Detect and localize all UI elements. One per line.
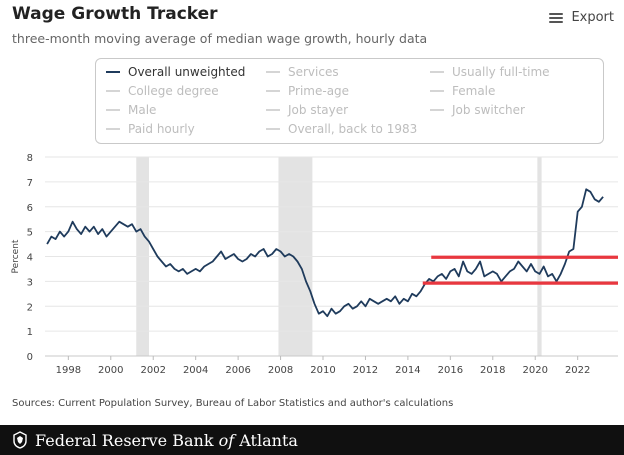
- y-tick-label: 6: [27, 203, 33, 214]
- legend-swatch: [430, 109, 444, 111]
- legend-item-overall-unweighted[interactable]: Overall unweighted: [106, 65, 245, 79]
- eagle-logo-icon: [13, 431, 27, 449]
- footer: Federal Reserve Bank of Atlanta: [0, 425, 624, 455]
- legend-swatch: [266, 90, 280, 92]
- legend-swatch: [106, 71, 120, 73]
- x-tick-label: 1998: [56, 365, 81, 376]
- legend-swatch: [430, 71, 444, 73]
- legend-item-job-switcher[interactable]: Job switcher: [430, 103, 525, 117]
- legend-item-male[interactable]: Male: [106, 103, 156, 117]
- x-tick-label: 2004: [183, 365, 208, 376]
- legend-swatch: [430, 90, 444, 92]
- legend-item-services[interactable]: Services: [266, 65, 339, 79]
- x-tick-label: 2000: [98, 365, 123, 376]
- legend-item-college-degree[interactable]: College degree: [106, 84, 219, 98]
- legend-item-prime-age[interactable]: Prime-age: [266, 84, 349, 98]
- legend-swatch: [266, 128, 280, 130]
- export-button[interactable]: Export: [549, 10, 614, 25]
- y-tick-label: 8: [27, 153, 33, 164]
- x-tick-label: 2020: [523, 365, 548, 376]
- chart: 0 1 2 3 4 5 6 7 8 1998 2000 2002 2004 2006 2008 2010 201…: [11, 153, 618, 376]
- legend-swatch: [266, 109, 280, 111]
- chart-title: Wage Growth Tracker: [12, 4, 218, 24]
- y-tick-label: 7: [27, 178, 33, 189]
- x-tick-label: 2016: [438, 365, 463, 376]
- x-tick-label: 2008: [268, 365, 293, 376]
- legend-item-usually-full-time[interactable]: Usually full-time: [430, 65, 550, 79]
- legend-swatch: [106, 128, 120, 130]
- footer-brand: Federal Reserve Bank of Atlanta: [35, 430, 298, 450]
- legend-swatch: [266, 71, 280, 73]
- x-tick-label: 2010: [310, 365, 335, 376]
- menu-icon: [549, 12, 564, 24]
- x-tick-label: 2012: [353, 365, 378, 376]
- x-tick-label: 2018: [480, 365, 505, 376]
- legend-item-overall-back-to-1983[interactable]: Overall, back to 1983: [266, 122, 417, 136]
- legend-swatch: [106, 109, 120, 111]
- y-tick-label: 4: [27, 253, 33, 264]
- y-tick-label: 2: [27, 302, 33, 313]
- y-tick-label: 0: [27, 352, 33, 363]
- legend: Overall unweighted Services Usually full…: [95, 58, 604, 144]
- y-axis-label: Percent: [11, 239, 21, 273]
- legend-item-paid-hourly[interactable]: Paid hourly: [106, 122, 195, 136]
- legend-item-job-stayer[interactable]: Job stayer: [266, 103, 348, 117]
- y-tick-label: 3: [27, 277, 33, 288]
- legend-item-female[interactable]: Female: [430, 84, 495, 98]
- x-tick-label: 2014: [395, 365, 420, 376]
- y-tick-label: 1: [27, 327, 33, 338]
- series-line-overall-unweighted: [46, 188, 604, 318]
- x-tick-label: 2002: [141, 365, 166, 376]
- export-label: Export: [571, 10, 614, 25]
- sources-note: Sources: Current Population Survey, Bure…: [12, 398, 454, 409]
- chart-subtitle: three-month moving average of median wag…: [12, 31, 428, 46]
- x-tick-label: 2022: [565, 365, 590, 376]
- legend-swatch: [106, 90, 120, 92]
- y-tick-label: 5: [27, 228, 33, 239]
- x-tick-label: 2006: [225, 365, 250, 376]
